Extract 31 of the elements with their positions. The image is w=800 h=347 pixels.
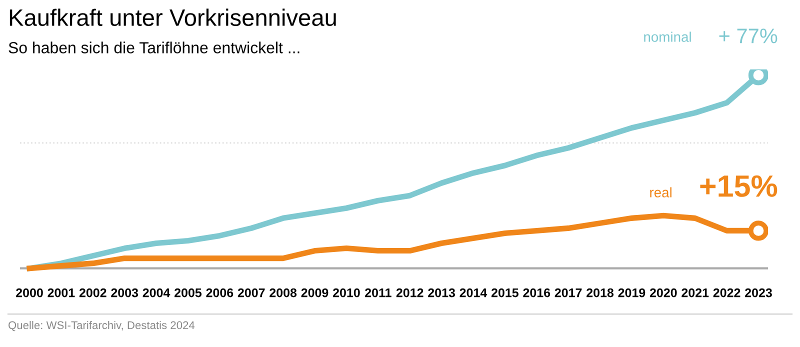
chart-title: Kaufkraft unter Vorkrisenniveau [10,8,336,26]
x-tick-label: 2011 [365,288,392,298]
x-tick-label: 2001 [48,288,75,298]
x-tick-label: 2010 [332,288,360,298]
x-tick-label: 2020 [650,288,677,298]
x-tick-label: 2023 [745,288,772,298]
series-label: real [650,187,672,198]
x-tick-label: 2014 [460,288,488,298]
x-tick-label: 2004 [142,288,170,298]
x-tick-label: 2019 [618,288,646,298]
x-tick-label: 2021 [682,288,709,298]
chart-subtitle: So haben sich die Tariflöhne entwickelt ... [8,42,300,54]
x-tick-label: 2016 [523,288,550,298]
source-note: Quelle: WSI-Tarifarchiv, Destatis 2024 [8,320,195,332]
x-tick-label: 2012 [396,288,424,298]
x-tick-label: 2002 [79,288,106,298]
text: nominal [644,32,691,42]
x-tick-label: 2017 [554,288,582,298]
x-tick-label: 2015 [491,288,518,298]
x-tick-label: 2008 [270,288,297,298]
x-tick-label: 2018 [586,288,614,298]
x-tick-label: 2003 [111,288,138,298]
x-tick-label: 2000 [16,288,43,298]
data-label: + 77% [719,28,778,44]
x-tick-label: 2007 [238,288,265,298]
x-tick-label: 2009 [301,288,328,298]
x-tick-label: 2006 [206,288,234,298]
data-label: +15% [700,175,778,197]
x-tick-label: 2013 [428,288,455,298]
x-tick-label: 2022 [713,288,740,298]
x-tick-label: 2005 [174,288,202,298]
